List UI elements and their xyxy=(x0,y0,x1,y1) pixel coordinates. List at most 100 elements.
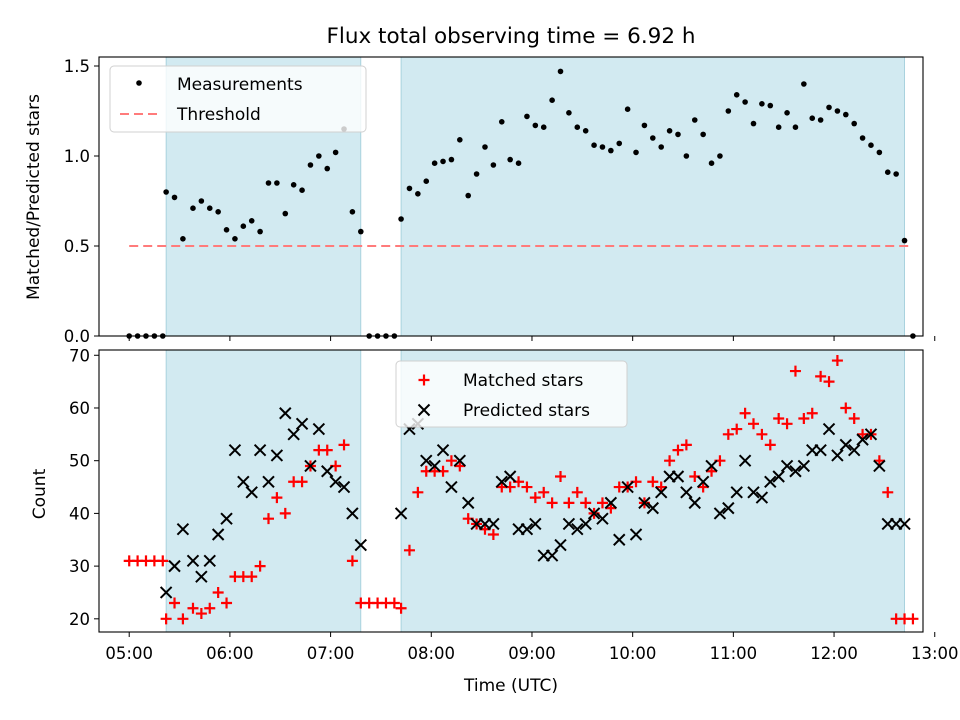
y-tick-label: 50 xyxy=(69,452,90,471)
measurement-point xyxy=(206,205,213,211)
predicted-star-point xyxy=(237,475,250,488)
matched-star-point xyxy=(756,428,768,440)
measurement-point xyxy=(540,124,547,130)
legend-frame xyxy=(395,360,628,428)
predicted-star-point xyxy=(856,433,869,446)
predicted-star-point xyxy=(245,486,258,499)
measurement-point xyxy=(190,205,196,211)
matched-star-point xyxy=(546,497,558,509)
legend-marker-predicted xyxy=(417,403,431,417)
measurement-point xyxy=(557,68,564,75)
predicted-star-point xyxy=(279,407,292,420)
measurement-point xyxy=(524,113,530,120)
measurement-point xyxy=(650,135,656,141)
top-plot-frame xyxy=(98,56,924,337)
predicted-star-point xyxy=(705,459,718,473)
measurement-point xyxy=(750,120,757,127)
matched-star-point xyxy=(907,613,919,625)
y-tick-label: 1.5 xyxy=(64,57,90,76)
measurement-point xyxy=(163,189,169,195)
predicted-star-point xyxy=(571,523,584,536)
predicted-star-point xyxy=(337,480,351,494)
matched-star-point xyxy=(403,544,415,556)
predicted-star-point xyxy=(680,486,693,499)
measurement-point xyxy=(759,101,765,107)
measurement-point xyxy=(725,108,732,114)
predicted-star-point xyxy=(321,465,334,478)
measurement-point xyxy=(641,122,648,129)
matched-star-point xyxy=(647,476,659,488)
predicted-star-point xyxy=(461,496,475,510)
measurement-point xyxy=(240,223,247,229)
predicted-star-point xyxy=(755,491,769,504)
matched-star-point xyxy=(789,365,801,377)
predicted-star-point xyxy=(220,512,233,525)
matched-star-point xyxy=(529,492,541,504)
measurement-point xyxy=(465,192,472,199)
measurement-point xyxy=(717,153,723,159)
predicted-star-point xyxy=(453,454,467,467)
predicted-star-point xyxy=(529,517,542,531)
y-tick-label: 0.0 xyxy=(64,327,90,346)
measurement-point xyxy=(817,117,824,123)
x-tick-label: 05:00 xyxy=(105,644,153,663)
measurement-point xyxy=(248,218,255,224)
top-panel: 0.0 0.5 1.0 1.5 Measurements Threshold xyxy=(64,56,936,346)
measurement-point xyxy=(307,162,314,168)
matched-star-point xyxy=(655,481,667,493)
predicted-star-point xyxy=(764,475,777,488)
predicted-star-point xyxy=(428,459,441,473)
predicted-star-point xyxy=(545,549,559,562)
measurement-point xyxy=(792,124,799,130)
measurement-point xyxy=(826,104,832,111)
predicted-star-point xyxy=(722,501,735,515)
measurement-point xyxy=(658,144,664,150)
measurement-point xyxy=(498,119,505,125)
measurement-point xyxy=(843,111,849,118)
predicted-star-point xyxy=(629,528,643,541)
matched-star-point xyxy=(160,613,172,625)
matched-star-point xyxy=(571,486,583,498)
predicted-star-point xyxy=(346,507,359,520)
matched-star-point xyxy=(246,571,258,583)
measurement-point xyxy=(784,110,790,116)
matched-star-point xyxy=(882,486,894,498)
predicted-star-point xyxy=(772,470,785,483)
predicted-star-point xyxy=(445,480,458,494)
x-tick-label: 10:00 xyxy=(609,644,657,663)
matched-star-point xyxy=(346,555,358,567)
measurement-point xyxy=(834,108,841,114)
measurement-point xyxy=(666,128,673,134)
x-tick-label: 11:00 xyxy=(710,644,758,663)
legend-label-threshold: Threshold xyxy=(176,105,261,125)
measurement-point xyxy=(171,194,178,201)
predicted-star-point xyxy=(495,475,508,488)
x-tick-label: 13:00 xyxy=(911,644,959,663)
top-y-axis-label: Matched/Predicted stars xyxy=(24,94,44,300)
matched-star-point xyxy=(221,597,233,609)
measurement-point xyxy=(482,144,488,150)
matched-star-point xyxy=(680,439,692,451)
measurement-point xyxy=(574,124,581,130)
matched-star-point xyxy=(781,418,793,430)
matched-star-point xyxy=(823,376,835,388)
measurement-point xyxy=(675,131,681,138)
measurement-point xyxy=(691,117,698,123)
measurement-point xyxy=(223,227,230,233)
x-tick-label: 09:00 xyxy=(508,644,556,663)
measurement-point xyxy=(884,169,891,175)
measurement-point xyxy=(358,228,364,235)
matched-star-point xyxy=(412,486,424,498)
measurement-point xyxy=(591,142,597,148)
predicted-star-point xyxy=(822,422,836,436)
matched-star-point xyxy=(806,407,818,419)
matched-star-point xyxy=(454,460,466,472)
measurement-point xyxy=(180,236,186,242)
predicted-star-point xyxy=(312,422,326,436)
x-tick-label: 12:00 xyxy=(810,644,858,663)
matched-star-point xyxy=(731,423,743,435)
legend-label-measurements: Measurements xyxy=(177,75,303,95)
y-tick-label: 1.0 xyxy=(64,147,90,166)
matched-star-point xyxy=(697,481,709,493)
predicted-star-point xyxy=(436,443,450,457)
